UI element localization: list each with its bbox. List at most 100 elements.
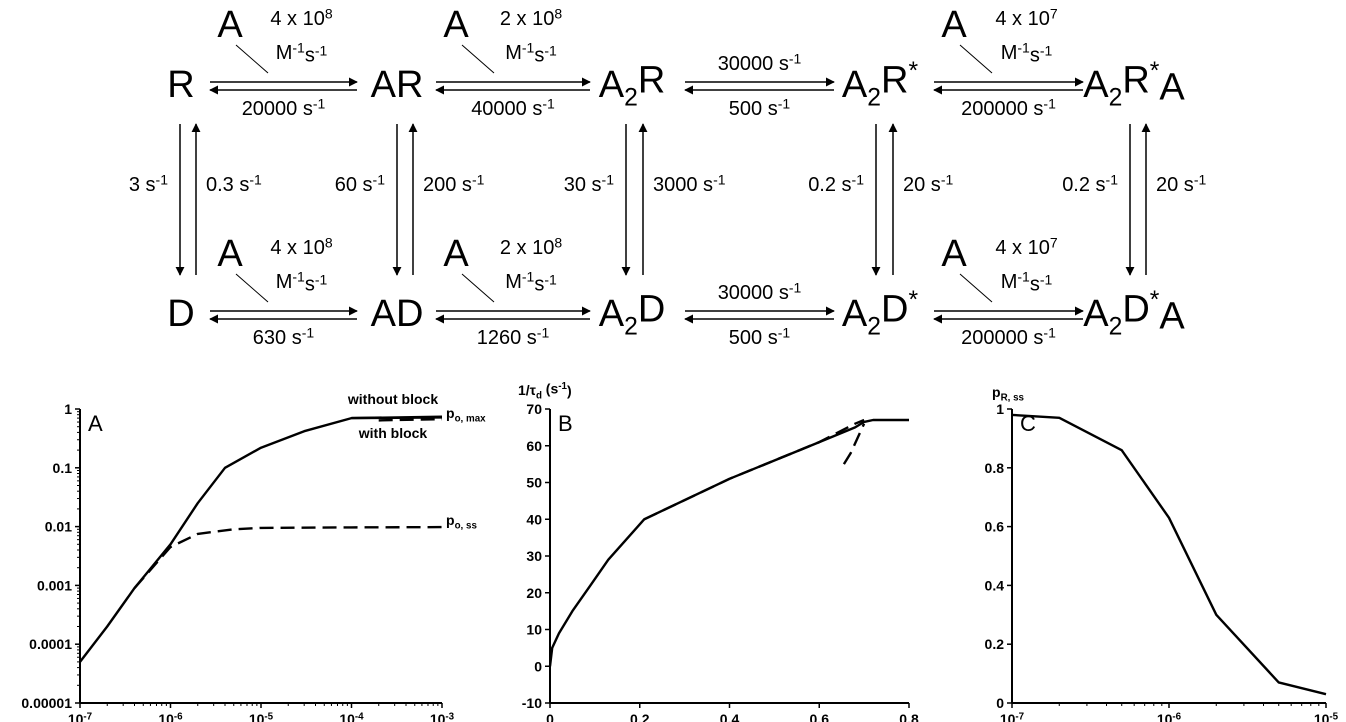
state-ad: AD <box>371 293 424 335</box>
y-tick-label: 1 <box>64 401 72 417</box>
chart-a: 0.00001 0.0001 0.001 0.01 0.1 1 10-7 10-6 10-5 10… <box>21 391 486 722</box>
x-tick-label: 0.4 <box>720 711 740 722</box>
agonist-label: A <box>217 4 243 46</box>
y-tick-label: 10 <box>526 622 542 638</box>
x-tick-label: 0 <box>546 711 554 722</box>
vertical-rate-up: 20 s-1 <box>903 172 953 196</box>
series-line-1 <box>643 418 865 521</box>
x-tick-label: 10-3 <box>430 711 455 722</box>
series-line-p-o-max <box>79 416 443 663</box>
forward-rate-constant: 4 x 108 <box>270 6 332 30</box>
x-tick-label: 10-7 <box>1000 711 1025 722</box>
y-tick-label: -10 <box>522 695 542 711</box>
forward-rate-unit: M-1s-1 <box>1001 269 1053 296</box>
x-tick-label: 10-4 <box>339 711 364 722</box>
backward-rate: 20000 s-1 <box>242 96 326 120</box>
forward-rate-unit: M-1s-1 <box>1001 40 1053 67</box>
vertical-rate-up: 0.3 s-1 <box>206 172 262 196</box>
forward-rate-constant: 4 x 107 <box>995 235 1057 259</box>
vertical-rate-up: 3000 s-1 <box>653 172 726 196</box>
agonist-leader <box>959 273 993 303</box>
vertical-rate-down: 3 s-1 <box>129 172 168 196</box>
forward-rate-constant: 2 x 108 <box>500 235 562 259</box>
y-tick-label: 0.01 <box>45 519 72 535</box>
state-a2r-star: A2R* <box>842 58 919 112</box>
forward-rate-unit: M-1s-1 <box>276 269 328 296</box>
vertical-rate-up: 20 s-1 <box>1156 172 1206 196</box>
y-axis-label: 1/τd (s-1) <box>518 381 572 402</box>
series-line-0 <box>1011 413 1327 696</box>
y-tick-label: 0.00001 <box>21 695 72 711</box>
vertical-rate-up: 200 s-1 <box>423 172 485 196</box>
backward-rate: 630 s-1 <box>253 325 315 349</box>
agonist-leader <box>235 44 269 74</box>
annotation-with-block: with block <box>358 425 428 441</box>
y-tick-label: 70 <box>526 401 542 417</box>
x-tick-label: 0.6 <box>810 711 830 722</box>
panel-label: A <box>88 411 103 436</box>
agonist-leader <box>461 44 495 74</box>
y-tick-label: 20 <box>526 585 542 601</box>
panel-label: B <box>558 411 573 436</box>
annotation-po-ss: po, ss <box>446 512 477 531</box>
agonist-label: A <box>941 233 967 275</box>
annotation-po-max: po, max <box>446 405 486 424</box>
vertical-rate-down: 0.2 s-1 <box>1062 172 1118 196</box>
agonist-label: A <box>443 233 469 275</box>
annotation-without-block: without block <box>347 391 438 407</box>
x-tick-label: 10-6 <box>158 711 183 722</box>
x-tick-label: 0.2 <box>630 711 650 722</box>
state-a2d-stara: A2D*A <box>1083 287 1185 341</box>
y-tick-label: 0.6 <box>985 519 1005 535</box>
y-tick-label: 50 <box>526 475 542 491</box>
forward-rate-unit: M-1s-1 <box>505 40 557 67</box>
y-tick-label: 1 <box>996 401 1004 417</box>
state-a2d: A2D <box>599 288 666 340</box>
x-tick-label: 10-6 <box>1157 711 1182 722</box>
series-line-with-block <box>378 418 443 422</box>
y-tick-label: 0.1 <box>53 460 73 476</box>
y-tick-label: 60 <box>526 438 542 454</box>
backward-rate: 200000 s-1 <box>961 325 1056 349</box>
y-tick-label: 30 <box>526 548 542 564</box>
state-a2r-stara: A2R*A <box>1083 58 1185 112</box>
agonist-leader <box>235 273 269 303</box>
agonist-label: A <box>443 4 469 46</box>
y-tick-label: 0 <box>996 695 1004 711</box>
vertical-rate-down: 30 s-1 <box>564 172 614 196</box>
y-tick-label: 0.001 <box>37 577 72 593</box>
forward-rate: 30000 s-1 <box>718 280 802 304</box>
forward-rate: 30000 s-1 <box>718 51 802 75</box>
forward-rate-constant: 4 x 108 <box>270 235 332 259</box>
kinetic-scheme: R AR A2R A2R* A2R*A D AD A2D A2D* A2D*A A 4 x 108 M-… <box>129 4 1207 349</box>
state-ar: AR <box>371 64 424 106</box>
vertical-rate-down: 0.2 s-1 <box>808 172 864 196</box>
state-r: R <box>167 64 194 106</box>
x-tick-label: 10-5 <box>249 711 274 722</box>
series-line-2 <box>842 423 866 465</box>
state-a2d-star: A2D* <box>842 287 919 341</box>
vertical-rate-down: 60 s-1 <box>335 172 385 196</box>
x-tick-label: 10-5 <box>1314 711 1339 722</box>
x-tick-label: 0.8 <box>899 711 919 722</box>
y-tick-label: 0.0001 <box>29 636 72 652</box>
y-tick-label: 0.2 <box>985 636 1005 652</box>
state-d: D <box>167 293 194 335</box>
backward-rate: 500 s-1 <box>729 96 791 120</box>
agonist-label: A <box>941 4 967 46</box>
state-a2r: A2R <box>599 59 666 111</box>
agonist-label: A <box>217 233 243 275</box>
y-tick-label: 0 <box>534 658 542 674</box>
series-line-without-block <box>351 415 443 420</box>
agonist-leader <box>461 273 495 303</box>
forward-rate-unit: M-1s-1 <box>276 40 328 67</box>
y-tick-label: 0.4 <box>985 577 1005 593</box>
y-axis-label: pR, ss <box>992 384 1025 403</box>
backward-rate: 1260 s-1 <box>477 325 550 349</box>
x-tick-label: 10-7 <box>68 711 93 722</box>
agonist-leader <box>959 44 993 74</box>
series-line-0 <box>548 418 909 667</box>
